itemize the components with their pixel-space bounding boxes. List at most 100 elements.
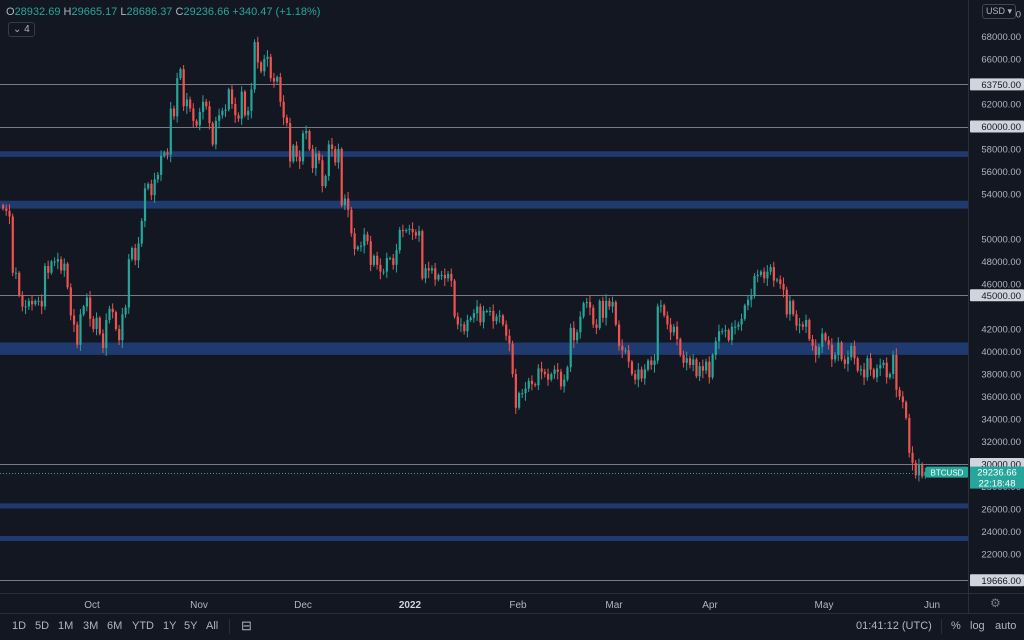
- candle-body: [212, 123, 214, 144]
- chevron-down-icon: ⌄: [13, 24, 21, 35]
- candle-body: [828, 340, 830, 345]
- price-tick-label: 34000.00: [981, 415, 1021, 426]
- candle-body: [508, 336, 510, 344]
- candle-body: [170, 109, 172, 155]
- time-tick-label: May: [815, 600, 834, 611]
- candle-body: [634, 374, 636, 380]
- candle-body: [463, 325, 465, 332]
- range-all-button[interactable]: All: [206, 620, 218, 632]
- candle-body: [747, 300, 749, 306]
- candle-body: [583, 303, 585, 317]
- level-label: 60000.00: [981, 122, 1021, 133]
- range-1y-button[interactable]: 1Y: [163, 620, 176, 632]
- price-tick-label: 26000.00: [981, 505, 1021, 516]
- candle-body: [605, 301, 607, 318]
- candle-body: [476, 307, 478, 314]
- range-5d-button[interactable]: 5D: [35, 620, 49, 632]
- candle-body: [5, 209, 7, 211]
- log-scale-button[interactable]: log: [970, 620, 985, 632]
- candle-body: [408, 229, 410, 230]
- range-5y-button[interactable]: 5Y: [184, 620, 197, 632]
- candle-body: [612, 302, 614, 307]
- candle-body: [560, 372, 562, 387]
- candle-body: [305, 131, 307, 133]
- candle-body: [279, 77, 281, 102]
- time-tick-label: 2022: [399, 600, 422, 611]
- currency-button[interactable]: USD ▾: [982, 4, 1016, 19]
- candle-body: [911, 453, 913, 463]
- candle-body: [154, 179, 156, 195]
- candle-body: [250, 89, 252, 110]
- candle-body: [776, 280, 778, 281]
- candle-body: [795, 314, 797, 325]
- low-value: 28686.37: [127, 6, 173, 18]
- candle-body: [457, 317, 459, 325]
- candle-body: [418, 231, 420, 236]
- candlestick-series: [2, 37, 927, 482]
- indicators-toggle[interactable]: ⌄ 4: [8, 22, 35, 37]
- candle-body: [363, 235, 365, 246]
- candle-body: [34, 301, 36, 304]
- candle-body: [808, 320, 810, 339]
- time-tick-label: Apr: [702, 600, 718, 611]
- range-3m-button[interactable]: 3M: [83, 620, 98, 632]
- candle-body: [2, 205, 4, 208]
- percent-scale-button[interactable]: %: [951, 620, 961, 632]
- candle-body: [882, 363, 884, 365]
- level-label: 45000.00: [981, 291, 1021, 302]
- candle-body: [712, 355, 714, 378]
- candle-body: [299, 157, 301, 162]
- candle-body: [486, 311, 488, 312]
- auto-scale-button[interactable]: auto: [995, 620, 1016, 632]
- range-1d-button[interactable]: 1D: [12, 620, 26, 632]
- candle-body: [850, 346, 852, 357]
- chart-pane[interactable]: O28932.69 H29665.17 L28686.37 C29236.66 …: [0, 0, 968, 593]
- candle-body: [670, 325, 672, 333]
- candle-body: [760, 272, 762, 275]
- candle-body: [347, 199, 349, 210]
- gear-icon[interactable]: ⚙: [990, 596, 1001, 610]
- range-6m-button[interactable]: 6M: [107, 620, 122, 632]
- candle-body: [763, 272, 765, 279]
- price-axis[interactable]: 70000.0068000.0066000.0062000.0058000.00…: [968, 0, 1024, 593]
- candle-body: [215, 121, 217, 145]
- candle-body: [666, 316, 668, 325]
- candle-body: [228, 89, 230, 109]
- candle-body: [792, 301, 794, 315]
- price-axis-canvas: 70000.0068000.0066000.0062000.0058000.00…: [969, 0, 1024, 593]
- candle-body: [289, 123, 291, 161]
- open-value: 28932.69: [15, 6, 61, 18]
- candle-body: [86, 298, 88, 307]
- candle-body: [221, 111, 223, 116]
- price-tick-label: 38000.00: [981, 370, 1021, 381]
- candle-body: [70, 287, 72, 315]
- candle-body: [321, 160, 323, 186]
- candle-body: [454, 281, 456, 317]
- candle-body: [844, 359, 846, 364]
- range-ytd-button[interactable]: YTD: [132, 620, 154, 632]
- candle-body: [570, 328, 572, 367]
- axis-settings-corner[interactable]: ⚙: [968, 593, 1024, 613]
- utc-clock[interactable]: 01:41:12 (UTC): [856, 620, 932, 632]
- chart-canvas[interactable]: [0, 0, 968, 593]
- candle-body: [50, 262, 52, 273]
- candle-body: [489, 311, 491, 312]
- range-1m-button[interactable]: 1M: [58, 620, 73, 632]
- candle-body: [447, 274, 449, 279]
- candle-body: [673, 327, 675, 333]
- candle-body: [92, 319, 94, 329]
- candle-body: [524, 389, 526, 394]
- candle-body: [715, 341, 717, 355]
- calendar-icon[interactable]: ⊟: [241, 618, 252, 634]
- candle-body: [399, 230, 401, 250]
- candle-body: [615, 302, 617, 325]
- zone-band: [0, 151, 968, 157]
- candle-body: [573, 328, 575, 340]
- candle-body: [357, 247, 359, 249]
- candle-body: [118, 329, 120, 340]
- time-axis[interactable]: Oct Nov Dec 2022 Feb Mar Apr May Jun: [0, 593, 968, 613]
- candle-body: [466, 320, 468, 331]
- candle-body: [166, 152, 168, 154]
- candle-body: [460, 325, 462, 326]
- candle-body: [89, 298, 91, 319]
